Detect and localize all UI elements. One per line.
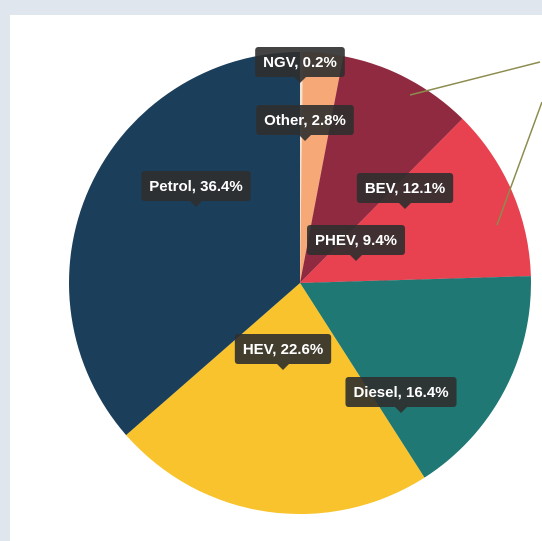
data-label: Petrol, 36.4% [141, 171, 251, 207]
data-label: Diesel, 16.4% [345, 377, 457, 413]
leader-line [496, 101, 542, 226]
label-pointer [350, 255, 362, 261]
label-pointer [294, 77, 306, 83]
data-label: NGV, 0.2% [255, 47, 345, 83]
data-label: PHEV, 9.4% [307, 225, 405, 261]
label-text: Petrol, 36.4% [149, 178, 242, 195]
label-box [141, 171, 251, 201]
label-box [255, 47, 345, 77]
label-text: HEV, 22.6% [243, 341, 323, 358]
label-pointer [395, 407, 407, 413]
pie-slice [126, 283, 425, 514]
label-pointer [299, 135, 311, 141]
label-text: Diesel, 16.4% [353, 384, 448, 401]
label-box [234, 334, 332, 364]
label-box [307, 225, 405, 255]
label-box [356, 173, 454, 203]
pie-slice [69, 52, 300, 436]
label-pointer [277, 364, 289, 370]
label-box [345, 377, 457, 407]
data-label: HEV, 22.6% [234, 334, 332, 370]
leader-line [409, 61, 541, 96]
label-box [256, 105, 354, 135]
label-text: BEV, 12.1% [365, 180, 445, 197]
label-text: PHEV, 9.4% [315, 232, 397, 249]
label-pointer [399, 203, 411, 209]
data-label: Other, 2.8% [256, 105, 354, 141]
pie-slice [300, 276, 531, 478]
label-text: Other, 2.8% [264, 112, 346, 129]
label-pointer [190, 201, 202, 207]
label-text: NGV, 0.2% [263, 54, 337, 71]
data-label: BEV, 12.1% [356, 173, 454, 209]
